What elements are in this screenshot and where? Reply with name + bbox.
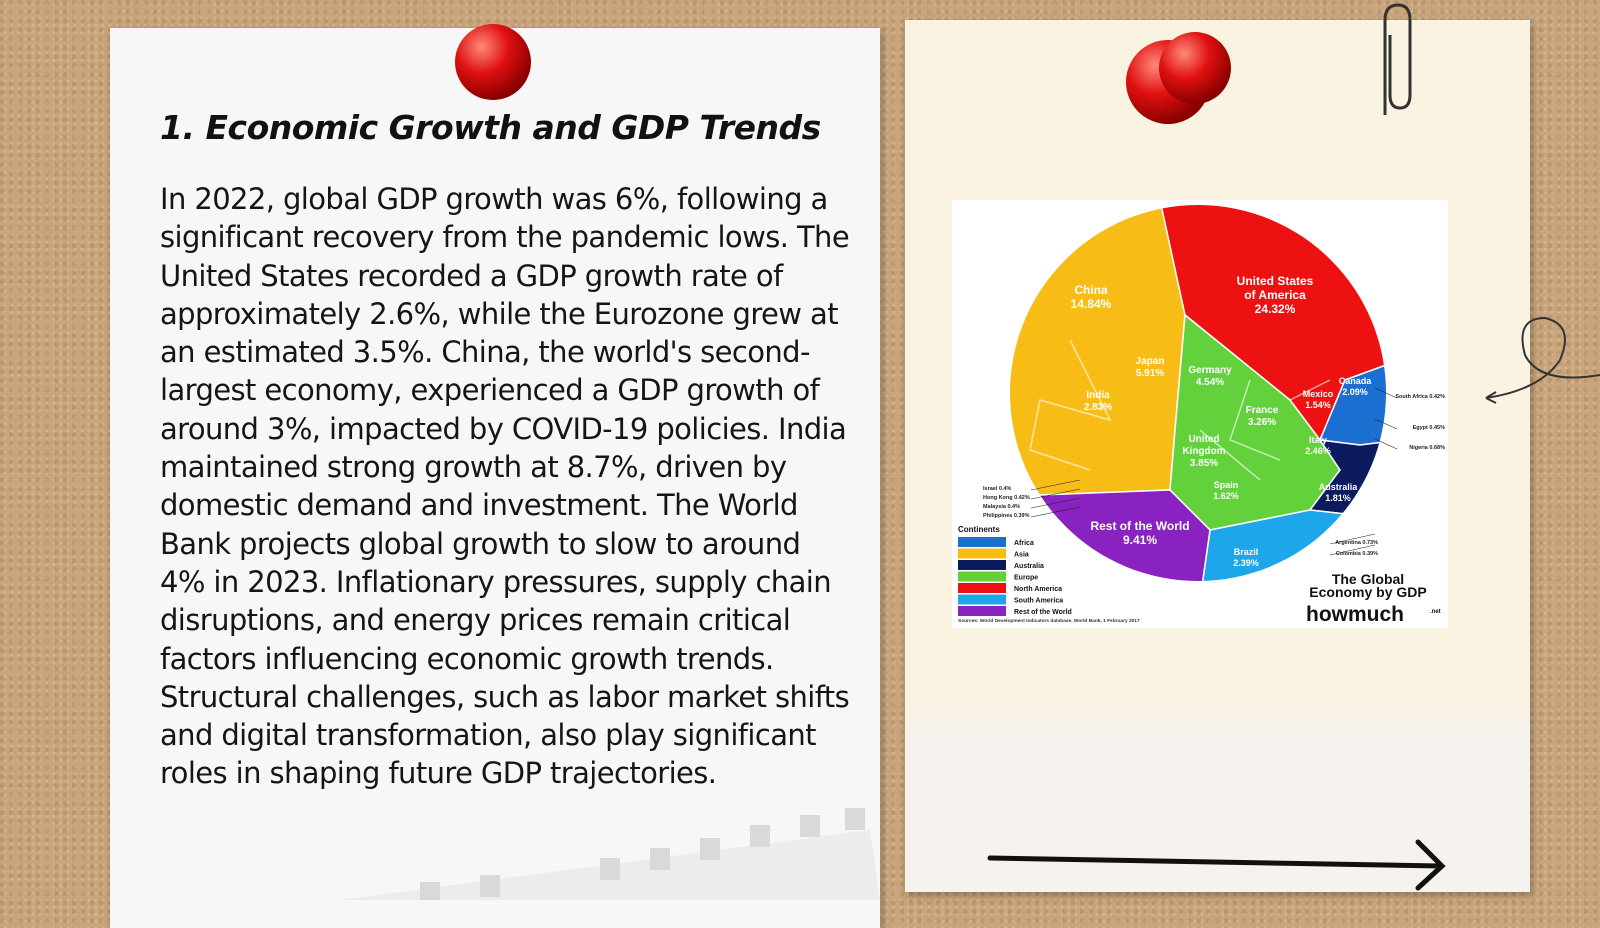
legend-label: Africa (1014, 540, 1034, 547)
leader-line (1329, 533, 1376, 545)
small-label: Hong Kong 0.42% (983, 495, 1030, 501)
region-label: Australia (1319, 482, 1359, 492)
small-label: Argentina 0.73% (1335, 540, 1378, 546)
region-label: China (1074, 283, 1108, 297)
small-label: Egypt 0.45% (1413, 425, 1446, 431)
region-label: United Kingdom (1182, 434, 1225, 457)
doodle-arrow-head (1485, 391, 1497, 404)
legend-swatch (958, 583, 1006, 593)
note-paper: 1. Economic Growth and GDP Trends In 202… (110, 28, 880, 928)
leader-line (1374, 387, 1398, 399)
small-label: Colombia 0.39% (1336, 551, 1378, 557)
leader-line (1374, 418, 1398, 430)
region-share: 2.83% (1084, 402, 1112, 413)
torn-paper (340, 808, 880, 900)
region-share: 5.91% (1136, 368, 1164, 379)
region-label: United States of America (1237, 274, 1314, 302)
legend-label: Rest of the World (1014, 609, 1072, 616)
region-label: Mexico (1303, 389, 1334, 399)
region-label: Brazil (1234, 547, 1259, 557)
leader-line (1329, 544, 1376, 556)
small-label: Philippines 0.39% (983, 513, 1030, 519)
region-label: Italy (1309, 435, 1327, 445)
region-share: 1.54% (1305, 400, 1331, 410)
source: Sources: World Development Indicators da… (958, 618, 1140, 624)
small-label: South Africa 0.42% (1395, 394, 1445, 400)
small-label: Israel 0.4% (983, 486, 1012, 492)
region-label: Japan (1136, 356, 1165, 367)
region-label: France (1246, 405, 1279, 416)
legend-swatch (958, 560, 1006, 570)
legend-title: Continents (958, 525, 1000, 534)
leader-line (1374, 438, 1398, 450)
region-share: 2.46% (1305, 446, 1331, 456)
region-share: 1.62% (1213, 491, 1239, 501)
region-label: Spain (1214, 480, 1239, 490)
paper-clip (1383, 3, 1412, 115)
region-share: 4.54% (1196, 377, 1224, 388)
slide-body: In 2022, global GDP growth was 6%, follo… (160, 182, 850, 791)
small-label: Nigeria 0.68% (1409, 445, 1445, 451)
region-share: 3.85% (1190, 458, 1218, 469)
brand-suffix: .net (1430, 609, 1441, 615)
arrow (987, 839, 1446, 891)
legend-swatch (958, 548, 1006, 559)
legend-label: Asia (1014, 552, 1029, 559)
legend-label: South America (1014, 598, 1063, 605)
region-share: 2.09% (1342, 387, 1368, 397)
region-label: India (1086, 390, 1110, 401)
legend-label: North America (1014, 586, 1062, 593)
legend-swatch (958, 594, 1006, 605)
region-share: 3.26% (1248, 417, 1276, 428)
leader-line (1030, 479, 1081, 491)
leader-line (1030, 506, 1081, 518)
leader-line (1030, 488, 1081, 500)
legend-swatch (958, 606, 1006, 616)
leader-line (1030, 497, 1081, 509)
legend-label: Europe (1014, 575, 1038, 582)
small-label: Malaysia 0.4% (983, 504, 1020, 510)
legend-swatch (958, 571, 1006, 582)
region-share: 24.32% (1255, 302, 1296, 316)
legend-label: Australia (1014, 563, 1044, 570)
region-share: 9.41% (1123, 533, 1157, 547)
region-label: Rest of the World (1090, 519, 1189, 533)
region-label: Germany (1188, 365, 1232, 376)
push-pin (455, 24, 531, 100)
slide-title: 1. Economic Growth and GDP Trends (160, 108, 821, 147)
doodle-arrow (1485, 316, 1600, 399)
region-share: 1.81% (1325, 493, 1351, 503)
brand: howmuch (1306, 603, 1404, 626)
region-label: Canada (1339, 376, 1373, 386)
region-share: 14.84% (1071, 297, 1112, 311)
infographic-title: The Global Economy by GDP (1309, 571, 1426, 600)
push-pin (1159, 32, 1231, 104)
legend-swatch (958, 537, 1006, 547)
region-share: 2.39% (1233, 558, 1259, 568)
